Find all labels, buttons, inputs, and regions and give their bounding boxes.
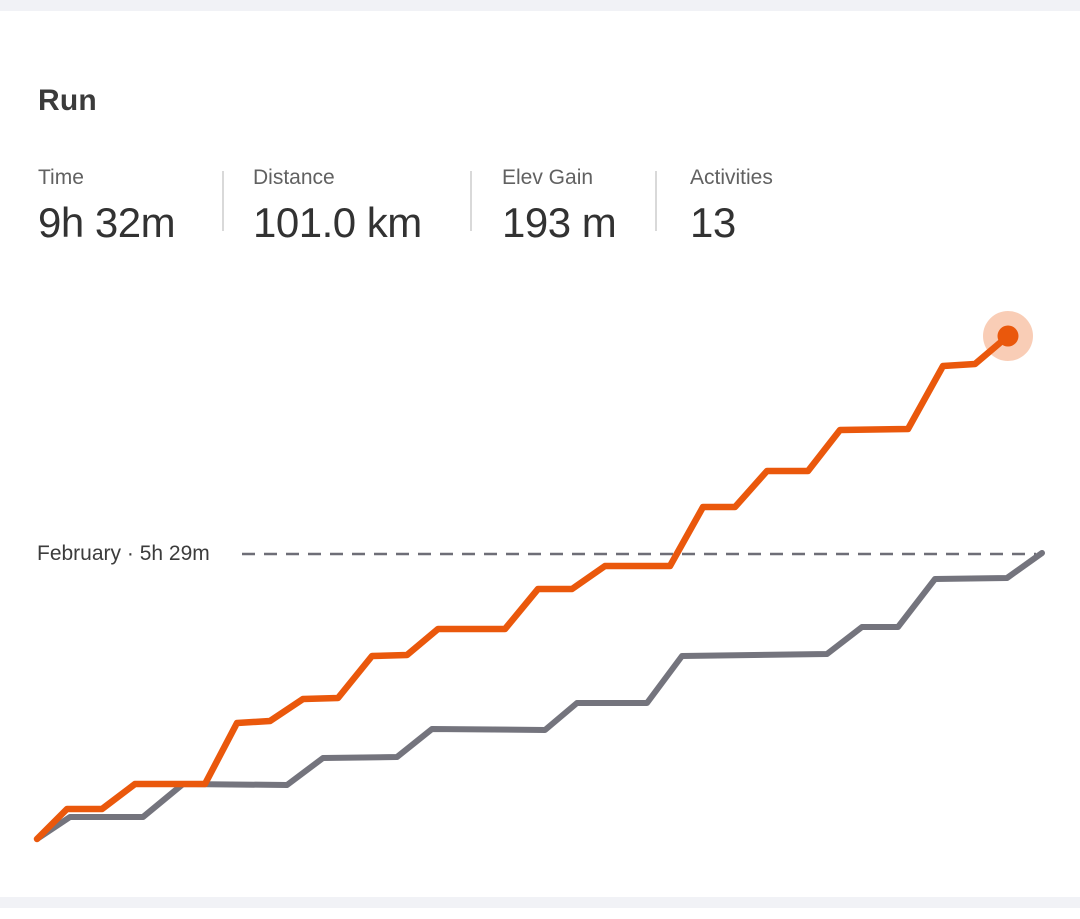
current-month-series-line xyxy=(33,332,1012,843)
stat-elev-gain-label: Elev Gain xyxy=(502,166,594,189)
stat-time: Time 9h 32m xyxy=(38,161,222,244)
sport-title: Run xyxy=(38,84,97,117)
current-position-marker-dot xyxy=(997,325,1019,347)
stat-divider xyxy=(655,171,657,231)
chart-canvas xyxy=(33,311,1045,843)
stat-distance: Distance 101.0 km xyxy=(253,161,470,244)
cumulative-time-chart[interactable]: February · 5h 29m xyxy=(0,11,1080,919)
bottom-page-strip xyxy=(0,897,1080,908)
run-stats-card: Run Time 9h 32m Distance 101.0 km Elev G… xyxy=(0,11,1080,897)
stat-elev-gain-value: 193 m xyxy=(502,199,617,246)
stat-divider xyxy=(470,171,472,231)
february-total-label: February · 5h 29m xyxy=(37,542,216,566)
stat-activities-value: 13 xyxy=(690,199,736,246)
stats-row: Time 9h 32m Distance 101.0 km Elev Gain … xyxy=(38,161,773,244)
stat-time-value: 9h 32m xyxy=(38,199,176,246)
stat-distance-value: 101.0 km xyxy=(253,199,422,246)
february-series-line xyxy=(34,550,1045,842)
top-page-strip xyxy=(0,0,1080,11)
stat-activities-label: Activities xyxy=(690,166,773,189)
stat-time-label: Time xyxy=(38,166,84,189)
stat-divider xyxy=(222,171,224,231)
stat-distance-label: Distance xyxy=(253,166,335,189)
stat-elev-gain: Elev Gain 193 m xyxy=(502,161,655,244)
stat-activities: Activities 13 xyxy=(690,161,773,244)
